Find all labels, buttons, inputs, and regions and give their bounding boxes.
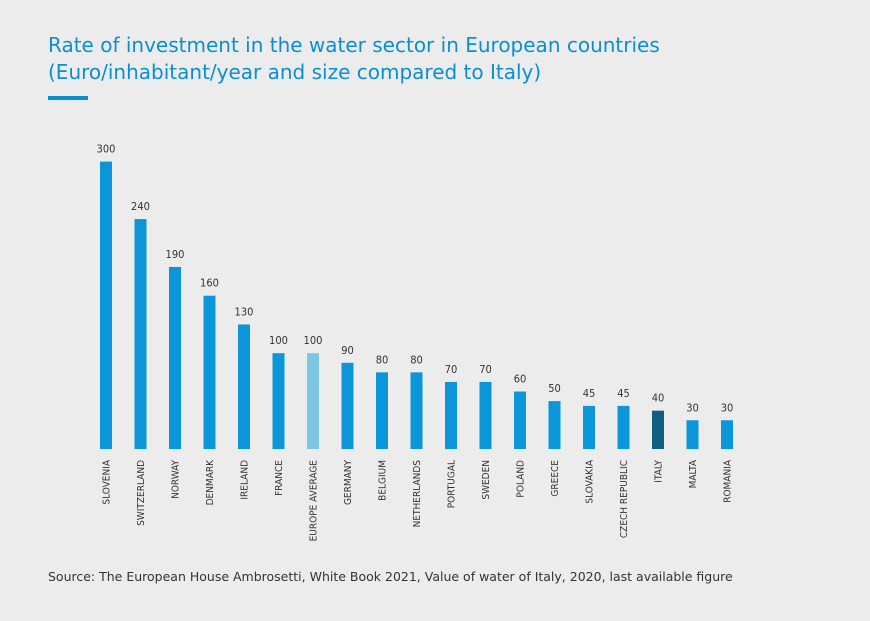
chart-title-line-1: Rate of investment in the water sector i… xyxy=(48,33,660,57)
chart-bars xyxy=(100,161,733,449)
category-label-sweden: SWEDEN xyxy=(481,460,492,500)
bar-germany xyxy=(341,362,354,449)
value-label-romania: 30 xyxy=(721,401,734,414)
bar-slovenia xyxy=(100,161,112,449)
bar-romania xyxy=(721,420,733,449)
value-label-belgium: 80 xyxy=(376,353,389,366)
bar-denmark xyxy=(203,295,216,449)
category-label-germany: GERMANY xyxy=(343,459,354,505)
category-label-slovenia: SLOVENIA xyxy=(102,459,113,504)
value-label-switzerland: 240 xyxy=(131,200,150,213)
value-label-czech-republic: 45 xyxy=(617,387,630,400)
bar-poland xyxy=(514,391,526,449)
value-label-norway: 190 xyxy=(166,248,185,261)
bar-switzerland xyxy=(134,219,147,449)
bar-sweden xyxy=(479,381,492,449)
bar-italy xyxy=(652,410,664,449)
category-label-portugal: PORTUGAL xyxy=(447,460,458,508)
value-label-greece: 50 xyxy=(548,382,561,395)
category-label-romania: ROMANIA xyxy=(723,459,734,503)
chart-value-labels: 300 240 190 160 130 100 100 90 80 80 70 70 60 50 45 45 4… xyxy=(97,143,734,415)
value-label-italy: 40 xyxy=(652,392,665,405)
bar-ireland xyxy=(238,324,250,449)
bar-europe-average xyxy=(307,353,319,449)
bar-czech-republic xyxy=(617,405,630,449)
category-label-belgium: BELGIUM xyxy=(378,460,389,501)
category-label-czech-republic: CZECH REPUBLIC xyxy=(619,460,630,538)
value-label-slovakia: 45 xyxy=(583,387,596,400)
bar-france xyxy=(272,353,285,449)
bar-belgium xyxy=(376,372,388,449)
value-label-france: 100 xyxy=(269,334,288,347)
category-label-europe-average: EUROPE AVERAGE xyxy=(309,460,320,542)
category-label-netherlands: NETHERLANDS xyxy=(412,460,423,528)
value-label-sweden: 70 xyxy=(479,363,492,376)
title-underline-accent xyxy=(48,96,88,100)
category-label-slovakia: SLOVAKIA xyxy=(585,459,596,503)
value-label-portugal: 70 xyxy=(445,363,458,376)
value-label-europe-average: 100 xyxy=(304,334,323,347)
category-label-italy: ITALY xyxy=(654,460,665,483)
bar-norway xyxy=(169,266,181,449)
source-note: Source: The European House Ambrosetti, W… xyxy=(48,569,733,584)
category-label-switzerland: SWITZERLAND xyxy=(136,460,147,526)
category-label-poland: POLAND xyxy=(516,460,527,498)
category-label-ireland: IRELAND xyxy=(240,460,251,500)
bar-chart: 300 240 190 160 130 100 100 90 80 80 70 70 60 50 45 45 4… xyxy=(97,143,734,542)
value-label-slovenia: 300 xyxy=(97,143,116,156)
value-label-malta: 30 xyxy=(686,401,699,414)
value-label-germany: 90 xyxy=(341,344,354,357)
category-label-malta: MALTA xyxy=(688,459,699,488)
value-label-ireland: 130 xyxy=(235,305,254,318)
bar-malta xyxy=(686,420,699,449)
bar-greece xyxy=(548,401,561,449)
value-label-denmark: 160 xyxy=(200,277,219,290)
category-label-greece: GREECE xyxy=(550,460,561,497)
bar-slovakia xyxy=(583,405,595,449)
chart-title-line-2: (Euro/inhabitant/year and size compared … xyxy=(48,60,542,84)
chart-category-labels: SLOVENIA SWITZERLAND NORWAY DENMARK IRELAND F… xyxy=(102,459,734,542)
category-label-norway: NORWAY xyxy=(171,459,182,498)
bar-portugal xyxy=(445,381,457,449)
value-label-netherlands: 80 xyxy=(410,353,423,366)
value-label-poland: 60 xyxy=(514,373,527,386)
category-label-denmark: DENMARK xyxy=(205,459,216,506)
category-label-france: FRANCE xyxy=(274,460,285,496)
bar-netherlands xyxy=(410,372,423,449)
chart-title: Rate of investment in the water sector i… xyxy=(48,32,828,86)
